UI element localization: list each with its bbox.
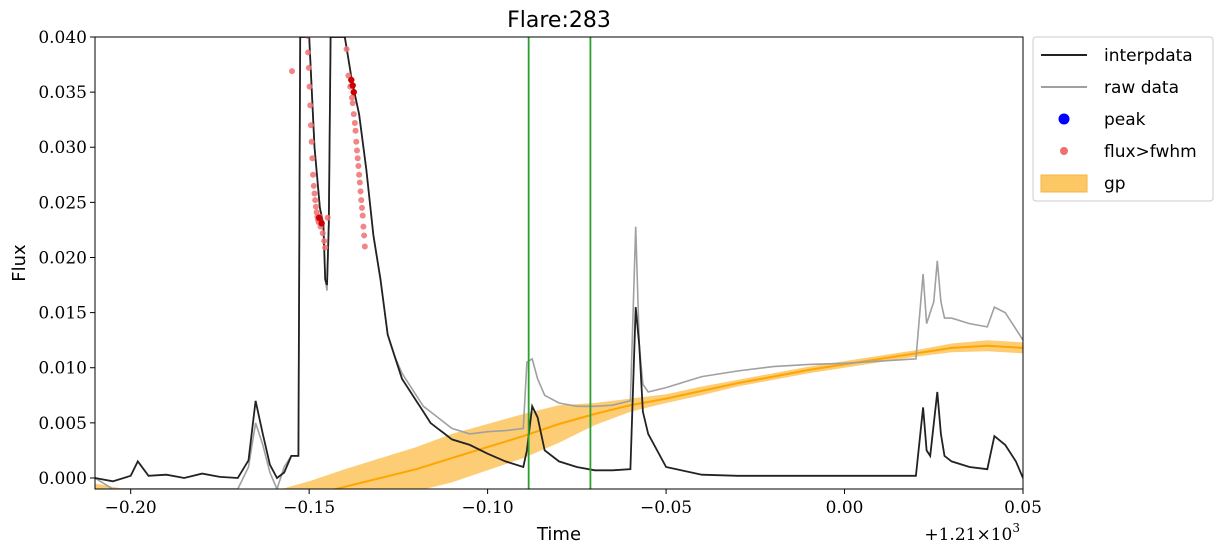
gp-mean-line	[95, 344, 1023, 489]
flux-fwhm-point	[310, 171, 317, 178]
flux-fwhm-point	[311, 190, 318, 197]
flux-fwhm-point	[351, 119, 358, 126]
y-tick-label: 0.025	[38, 193, 87, 213]
flux-fwhm-point	[343, 46, 350, 53]
peak-point	[315, 214, 323, 221]
flux-fwhm-point	[308, 138, 315, 145]
peak-point	[318, 220, 325, 227]
peak-points	[315, 76, 357, 227]
x-tick-label: −0.20	[105, 498, 157, 518]
x-offset-exponent: 3	[1012, 521, 1020, 535]
flux-fwhm-point	[319, 230, 326, 237]
x-axis-ticks: −0.20 −0.15 −0.10 −0.05 0.00 0.05	[105, 489, 1042, 518]
peak-point	[350, 88, 357, 96]
flux-fwhm-point	[305, 64, 312, 71]
legend-item: raw data	[1041, 78, 1179, 98]
flux-fwhm-point	[354, 155, 361, 162]
x-tick-label: 0.00	[826, 498, 864, 518]
flux-fwhm-point	[321, 237, 328, 244]
flux-fwhm-point	[359, 212, 366, 219]
legend-item: peak	[1058, 110, 1146, 130]
legend-label: flux>fwhm	[1104, 142, 1197, 162]
flux-fwhm-point	[357, 188, 364, 195]
y-axis-ticks: 0.000 0.005 0.010 0.015 0.020 0.025 0.030 0.035…	[38, 28, 95, 489]
legend-swatch-patch	[1040, 174, 1088, 193]
flux-fwhm-point	[358, 197, 365, 204]
x-axis-label: Time	[536, 524, 581, 545]
x-axis-offset: +1.21×103	[924, 521, 1020, 545]
flux-fwhm-point	[307, 122, 314, 129]
y-tick-label: 0.030	[38, 138, 87, 158]
flux-fwhm-point	[307, 102, 314, 109]
legend-label: gp	[1104, 174, 1126, 194]
legend-swatch-marker	[1058, 113, 1070, 125]
vertical-markers	[527, 37, 592, 489]
y-tick-label: 0.035	[38, 83, 87, 103]
peak-point	[349, 82, 356, 89]
legend-label: interpdata	[1104, 46, 1193, 66]
plot-area	[95, 37, 1023, 489]
flux-fwhm-point	[322, 244, 329, 251]
flux-fwhm-point	[324, 214, 331, 221]
y-tick-label: 0.040	[38, 28, 87, 48]
y-tick-label: 0.000	[38, 469, 87, 489]
flux-fwhm-point	[361, 243, 368, 250]
flux-fwhm-point	[355, 162, 362, 169]
peak-point	[348, 76, 355, 84]
flux-fwhm-point	[312, 203, 319, 210]
gp-band	[95, 340, 1023, 489]
legend-frame	[1032, 36, 1214, 202]
x-offset-base: +1.21×10	[924, 525, 1012, 545]
flux-fwhm-point	[309, 155, 316, 162]
legend-item: gp	[1040, 174, 1126, 194]
y-tick-label: 0.020	[38, 248, 87, 268]
legend: interpdata raw data peak flux>fwhm gp	[1032, 36, 1214, 202]
flux-fwhm-point	[360, 223, 367, 230]
flux-fwhm-points	[289, 37, 368, 251]
flux-fwhm-point	[306, 83, 313, 90]
flux-fwhm-point	[356, 179, 363, 186]
flux-fwhm-point	[356, 171, 363, 178]
y-tick-label: 0.015	[38, 304, 87, 324]
flux-fwhm-point	[361, 232, 368, 239]
flux-fwhm-point	[353, 147, 360, 154]
legend-item: interpdata	[1041, 46, 1193, 66]
plot-frame	[94, 36, 1024, 490]
flux-fwhm-point	[310, 182, 317, 189]
legend-label: raw data	[1104, 78, 1179, 98]
flux-fwhm-point	[358, 204, 365, 211]
flux-fwhm-point	[289, 68, 296, 75]
chart-title: Flare:283	[507, 8, 611, 33]
x-tick-label: 0.05	[1004, 498, 1042, 518]
flux-fwhm-point	[353, 138, 360, 145]
flux-fwhm-point	[348, 94, 355, 101]
legend-label: peak	[1104, 110, 1146, 130]
flux-fwhm-point	[312, 197, 319, 204]
interpdata-line	[95, 37, 1023, 483]
x-tick-label: −0.10	[462, 498, 514, 518]
flux-fwhm-point	[345, 72, 352, 79]
flux-fwhm-point	[313, 209, 320, 216]
flux-fwhm-point	[349, 100, 356, 107]
flux-fwhm-point	[352, 127, 359, 134]
x-tick-label: −0.15	[283, 498, 335, 518]
y-tick-label: 0.010	[38, 359, 87, 379]
flux-fwhm-point	[350, 111, 357, 118]
legend-item: flux>fwhm	[1060, 142, 1197, 162]
x-tick-label: −0.05	[640, 498, 692, 518]
legend-swatch-marker	[1060, 147, 1068, 155]
flux-fwhm-point	[305, 49, 312, 56]
y-tick-label: 0.005	[38, 414, 87, 434]
flux-fwhm-point	[304, 37, 311, 39]
y-axis-label: Flux	[9, 244, 30, 282]
